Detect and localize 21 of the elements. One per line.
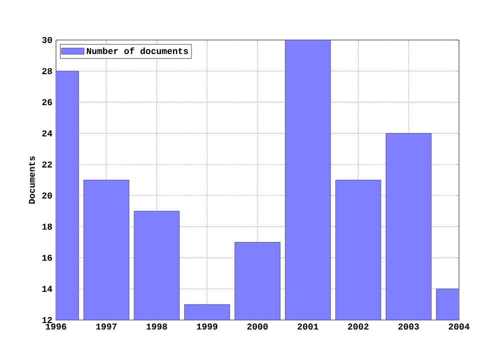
x-tick-label: 1996 [46, 324, 66, 330]
x-tick-label: 1999 [196, 324, 218, 330]
y-tick-label: 24 [42, 130, 52, 136]
x-tick-label: 2000 [247, 324, 268, 330]
y-tick-label: 22 [42, 161, 52, 168]
y-tick-label: 16 [42, 254, 52, 261]
y-tick-label: 28 [42, 68, 52, 74]
y-tick-label: 14 [42, 286, 52, 292]
x-tick-label: 2001 [298, 324, 318, 330]
y-tick-label: 20 [42, 192, 52, 199]
y-tick-label: 12 [42, 317, 52, 323]
y-tick-label: 26 [42, 99, 52, 106]
y-tick-label: 18 [42, 224, 52, 230]
y-tick-label: 30 [42, 36, 52, 44]
x-tick-label: 2002 [348, 324, 368, 330]
legend-label: Number of documents [86, 47, 188, 54]
x-tick-label: 1998 [146, 324, 168, 330]
x-tick-label: 1997 [96, 324, 117, 330]
x-tick-label: 2004 [448, 324, 470, 330]
y-axis-title: Documents [28, 156, 35, 204]
x-tick-label: 2003 [398, 324, 419, 330]
